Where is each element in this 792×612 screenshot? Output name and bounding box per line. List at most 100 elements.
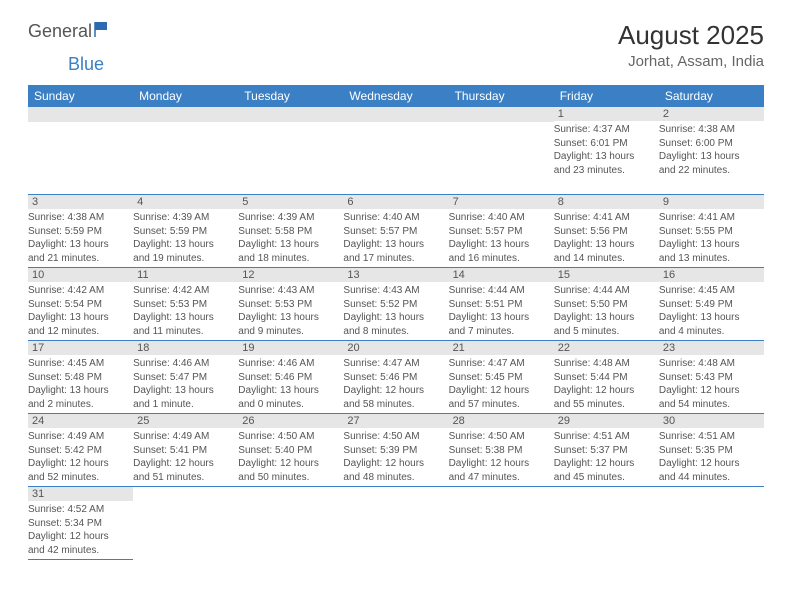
sunset-text: Sunset: 5:34 PM — [28, 517, 131, 531]
sunrise-text: Sunrise: 4:41 AM — [554, 211, 657, 225]
day-number: 28 — [449, 414, 554, 428]
day-details: Sunrise: 4:47 AMSunset: 5:46 PMDaylight:… — [343, 355, 448, 413]
calendar-cell — [659, 487, 764, 560]
daylight-text-2: and 55 minutes. — [554, 398, 657, 412]
daylight-text: Daylight: 13 hours — [659, 311, 762, 325]
weekday-header: Saturday — [659, 85, 764, 107]
logo: General — [28, 20, 118, 43]
day-details: Sunrise: 4:39 AMSunset: 5:58 PMDaylight:… — [238, 209, 343, 267]
day-details: Sunrise: 4:49 AMSunset: 5:41 PMDaylight:… — [133, 428, 238, 486]
daylight-text: Daylight: 12 hours — [28, 530, 131, 544]
day-number: 23 — [659, 341, 764, 355]
daylight-text-2: and 48 minutes. — [343, 471, 446, 485]
calendar-cell: 30Sunrise: 4:51 AMSunset: 5:35 PMDayligh… — [659, 414, 764, 487]
day-number: 30 — [659, 414, 764, 428]
day-details: Sunrise: 4:51 AMSunset: 5:35 PMDaylight:… — [659, 428, 764, 486]
day-number: 15 — [554, 268, 659, 282]
calendar-row: 10Sunrise: 4:42 AMSunset: 5:54 PMDayligh… — [28, 268, 764, 341]
daylight-text-2: and 12 minutes. — [28, 325, 131, 339]
sunrise-text: Sunrise: 4:39 AM — [238, 211, 341, 225]
day-details: Sunrise: 4:37 AMSunset: 6:01 PMDaylight:… — [554, 121, 659, 179]
daylight-text-2: and 51 minutes. — [133, 471, 236, 485]
calendar-cell: 24Sunrise: 4:49 AMSunset: 5:42 PMDayligh… — [28, 414, 133, 487]
calendar-cell: 6Sunrise: 4:40 AMSunset: 5:57 PMDaylight… — [343, 195, 448, 268]
sunset-text: Sunset: 5:57 PM — [449, 225, 552, 239]
daylight-text: Daylight: 12 hours — [449, 384, 552, 398]
calendar-cell: 17Sunrise: 4:45 AMSunset: 5:48 PMDayligh… — [28, 341, 133, 414]
daylight-text-2: and 2 minutes. — [28, 398, 131, 412]
daylight-text: Daylight: 13 hours — [238, 384, 341, 398]
calendar-cell: 7Sunrise: 4:40 AMSunset: 5:57 PMDaylight… — [449, 195, 554, 268]
day-details: Sunrise: 4:48 AMSunset: 5:44 PMDaylight:… — [554, 355, 659, 413]
daylight-text-2: and 19 minutes. — [133, 252, 236, 266]
calendar-cell: 3Sunrise: 4:38 AMSunset: 5:59 PMDaylight… — [28, 195, 133, 268]
day-details: Sunrise: 4:49 AMSunset: 5:42 PMDaylight:… — [28, 428, 133, 486]
daylight-text-2: and 42 minutes. — [28, 544, 131, 558]
calendar-cell — [133, 107, 238, 195]
daylight-text-2: and 50 minutes. — [238, 471, 341, 485]
day-number: 19 — [238, 341, 343, 355]
calendar-cell — [238, 107, 343, 195]
day-number: 11 — [133, 268, 238, 282]
day-details: Sunrise: 4:40 AMSunset: 5:57 PMDaylight:… — [343, 209, 448, 267]
day-details: Sunrise: 4:52 AMSunset: 5:34 PMDaylight:… — [28, 501, 133, 559]
sunrise-text: Sunrise: 4:45 AM — [659, 284, 762, 298]
sunrise-text: Sunrise: 4:44 AM — [554, 284, 657, 298]
sunrise-text: Sunrise: 4:47 AM — [449, 357, 552, 371]
daylight-text: Daylight: 13 hours — [554, 238, 657, 252]
day-number: 1 — [554, 107, 659, 121]
calendar-cell: 8Sunrise: 4:41 AMSunset: 5:56 PMDaylight… — [554, 195, 659, 268]
sunset-text: Sunset: 5:46 PM — [343, 371, 446, 385]
sunset-text: Sunset: 5:50 PM — [554, 298, 657, 312]
daylight-text: Daylight: 13 hours — [133, 311, 236, 325]
daylight-text-2: and 18 minutes. — [238, 252, 341, 266]
day-number: 17 — [28, 341, 133, 355]
sunrise-text: Sunrise: 4:45 AM — [28, 357, 131, 371]
daylight-text: Daylight: 13 hours — [343, 238, 446, 252]
day-number: 27 — [343, 414, 448, 428]
logo-text-general: General — [28, 21, 92, 42]
calendar-cell: 13Sunrise: 4:43 AMSunset: 5:52 PMDayligh… — [343, 268, 448, 341]
day-details: Sunrise: 4:47 AMSunset: 5:45 PMDaylight:… — [449, 355, 554, 413]
daylight-text: Daylight: 12 hours — [554, 384, 657, 398]
calendar-row: 17Sunrise: 4:45 AMSunset: 5:48 PMDayligh… — [28, 341, 764, 414]
calendar-table: Sunday Monday Tuesday Wednesday Thursday… — [28, 85, 764, 560]
sunrise-text: Sunrise: 4:50 AM — [343, 430, 446, 444]
day-number: 18 — [133, 341, 238, 355]
sunset-text: Sunset: 6:01 PM — [554, 137, 657, 151]
calendar-cell: 4Sunrise: 4:39 AMSunset: 5:59 PMDaylight… — [133, 195, 238, 268]
day-details: Sunrise: 4:50 AMSunset: 5:40 PMDaylight:… — [238, 428, 343, 486]
daylight-text: Daylight: 12 hours — [554, 457, 657, 471]
sunrise-text: Sunrise: 4:46 AM — [238, 357, 341, 371]
daylight-text: Daylight: 13 hours — [28, 238, 131, 252]
day-number: 24 — [28, 414, 133, 428]
sunrise-text: Sunrise: 4:48 AM — [659, 357, 762, 371]
sunrise-text: Sunrise: 4:48 AM — [554, 357, 657, 371]
daylight-text: Daylight: 13 hours — [659, 238, 762, 252]
sunset-text: Sunset: 5:41 PM — [133, 444, 236, 458]
calendar-cell: 27Sunrise: 4:50 AMSunset: 5:39 PMDayligh… — [343, 414, 448, 487]
title-block: August 2025 Jorhat, Assam, India — [618, 20, 764, 70]
daylight-text-2: and 23 minutes. — [554, 164, 657, 178]
daylight-text: Daylight: 13 hours — [133, 384, 236, 398]
calendar-cell: 31Sunrise: 4:52 AMSunset: 5:34 PMDayligh… — [28, 487, 133, 560]
logo-text-blue: Blue — [68, 54, 104, 74]
sunrise-text: Sunrise: 4:49 AM — [28, 430, 131, 444]
sunset-text: Sunset: 5:48 PM — [28, 371, 131, 385]
day-number: 26 — [238, 414, 343, 428]
day-details: Sunrise: 4:40 AMSunset: 5:57 PMDaylight:… — [449, 209, 554, 267]
day-number: 10 — [28, 268, 133, 282]
sunset-text: Sunset: 5:38 PM — [449, 444, 552, 458]
sunset-text: Sunset: 5:44 PM — [554, 371, 657, 385]
day-details: Sunrise: 4:43 AMSunset: 5:53 PMDaylight:… — [238, 282, 343, 340]
sunset-text: Sunset: 5:57 PM — [343, 225, 446, 239]
day-number: 21 — [449, 341, 554, 355]
day-details: Sunrise: 4:50 AMSunset: 5:38 PMDaylight:… — [449, 428, 554, 486]
day-details: Sunrise: 4:46 AMSunset: 5:47 PMDaylight:… — [133, 355, 238, 413]
sunset-text: Sunset: 5:53 PM — [238, 298, 341, 312]
day-details: Sunrise: 4:45 AMSunset: 5:48 PMDaylight:… — [28, 355, 133, 413]
daylight-text: Daylight: 12 hours — [133, 457, 236, 471]
daylight-text-2: and 22 minutes. — [659, 164, 762, 178]
sunset-text: Sunset: 5:59 PM — [133, 225, 236, 239]
calendar-cell — [28, 107, 133, 195]
